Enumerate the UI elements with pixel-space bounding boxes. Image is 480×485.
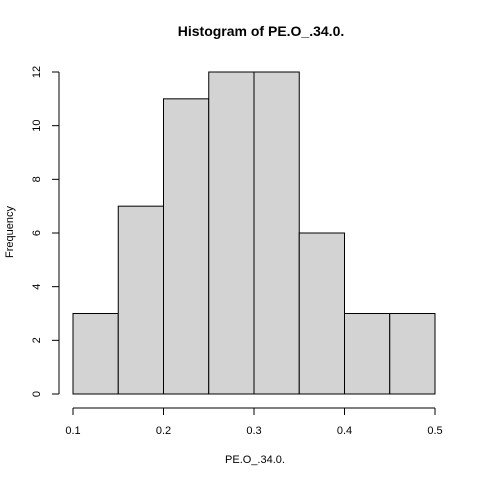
bars-group — [72, 71, 436, 395]
y-tick-label: 2 — [31, 337, 43, 343]
x-tick-label: 0.4 — [337, 425, 352, 437]
y-tick-label: 6 — [31, 230, 43, 236]
histogram-bar-5 — [253, 71, 300, 395]
y-tick-label: 10 — [31, 120, 43, 132]
histogram-bar-2 — [117, 205, 164, 395]
x-tick-label: 0.5 — [427, 425, 442, 437]
histogram-bar-8 — [389, 313, 436, 395]
x-tick-label: 0.3 — [246, 425, 261, 437]
x-axis-label: PE.O_.34.0. — [225, 454, 285, 466]
histogram-bar-3 — [163, 98, 210, 395]
y-tick-label: 12 — [31, 66, 43, 78]
y-tick-label: 4 — [31, 284, 43, 290]
histogram-bar-4 — [208, 71, 255, 395]
chart-title: Histogram of PE.O_.34.0. — [178, 23, 345, 39]
x-tick-label: 0.2 — [156, 425, 171, 437]
x-tick-label: 0.1 — [65, 425, 80, 437]
histogram-bar-7 — [344, 313, 391, 395]
y-axis: 0 2 4 6 8 10 12 — [31, 66, 60, 397]
histogram-bar-1 — [72, 313, 119, 395]
x-axis: 0.1 0.2 0.3 0.4 0.5 — [65, 407, 443, 437]
y-axis-label: Frequency — [4, 206, 16, 258]
y-tick-label: 8 — [31, 176, 43, 182]
histogram-bar-6 — [298, 232, 345, 395]
y-tick-label: 0 — [31, 391, 43, 397]
